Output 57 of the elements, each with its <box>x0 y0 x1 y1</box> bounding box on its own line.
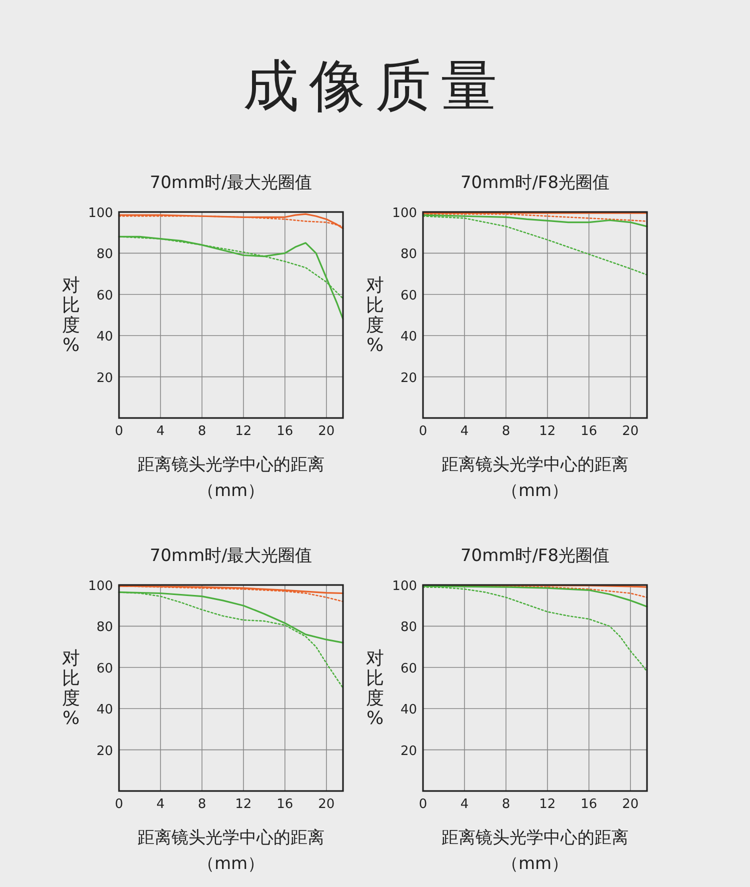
x-tick-label: 8 <box>198 424 206 439</box>
x-tick-label: 20 <box>622 797 639 812</box>
y-axis-title: 对比度% <box>62 648 80 729</box>
x-axis-title: 距离镜头光学中心的距离（mm） <box>138 455 324 501</box>
x-tick-label: 12 <box>539 797 556 812</box>
y-tick-label: 20 <box>96 370 113 386</box>
x-tick-label: 16 <box>580 424 598 439</box>
x-axis-title: 距离镜头光学中心的距离（mm） <box>442 455 628 501</box>
x-tick-label: 0 <box>114 424 124 439</box>
x-tick-label: 4 <box>460 797 469 812</box>
y-tick-label: 40 <box>400 330 417 345</box>
x-tick-label: 8 <box>502 797 510 812</box>
x-tick-label: 8 <box>198 797 206 812</box>
x-axis-title: 距离镜头光学中心的距离（mm） <box>442 828 628 874</box>
chart-title: 70mm时/F8光圈值 <box>460 546 610 566</box>
y-tick-label: 80 <box>96 247 113 262</box>
x-tick-label: 20 <box>318 797 335 812</box>
y-tick-label: 60 <box>96 661 113 676</box>
y-tick-label: 100 <box>88 206 113 221</box>
y-tick-label: 60 <box>96 288 113 304</box>
chart-title: 70mm时/F8光圈值 <box>460 173 610 193</box>
y-tick-label: 100 <box>392 579 417 594</box>
x-tick-label: 8 <box>502 424 510 439</box>
x-tick-label: 0 <box>114 797 124 812</box>
y-axis-title: 对比度% <box>366 648 384 729</box>
x-tick-label: 16 <box>580 797 598 812</box>
chart-title: 70mm时/最大光圈值 <box>150 173 312 193</box>
x-tick-label: 16 <box>276 424 294 439</box>
x-tick-label: 20 <box>318 424 335 439</box>
x-tick-label: 20 <box>622 424 639 439</box>
x-tick-label: 4 <box>460 424 469 439</box>
x-axis-title: 距离镜头光学中心的距离（mm） <box>138 828 324 874</box>
y-tick-label: 100 <box>392 206 417 221</box>
y-axis-title: 对比度% <box>62 275 80 356</box>
x-tick-label: 0 <box>418 797 428 812</box>
chart-title: 70mm时/最大光圈值 <box>150 546 312 566</box>
y-tick-label: 80 <box>96 620 113 636</box>
x-tick-label: 12 <box>235 424 252 439</box>
x-tick-label: 12 <box>235 797 252 812</box>
y-tick-label: 80 <box>400 247 417 262</box>
y-tick-label: 20 <box>400 744 417 759</box>
x-tick-label: 12 <box>539 424 556 439</box>
y-tick-label: 80 <box>400 620 417 636</box>
y-tick-label: 60 <box>400 288 417 304</box>
y-tick-label: 20 <box>96 744 113 759</box>
y-tick-label: 40 <box>96 702 113 718</box>
x-tick-label: 4 <box>156 797 165 812</box>
y-tick-label: 40 <box>96 330 113 345</box>
x-tick-label: 4 <box>156 424 165 439</box>
y-tick-label: 20 <box>400 370 417 386</box>
y-tick-label: 40 <box>400 702 417 718</box>
y-tick-label: 60 <box>400 661 417 676</box>
x-tick-label: 0 <box>418 424 428 439</box>
x-tick-label: 16 <box>276 797 294 812</box>
y-tick-label: 100 <box>88 579 113 594</box>
text: 成像质量 <box>243 54 507 119</box>
y-axis-title: 对比度% <box>366 275 384 356</box>
